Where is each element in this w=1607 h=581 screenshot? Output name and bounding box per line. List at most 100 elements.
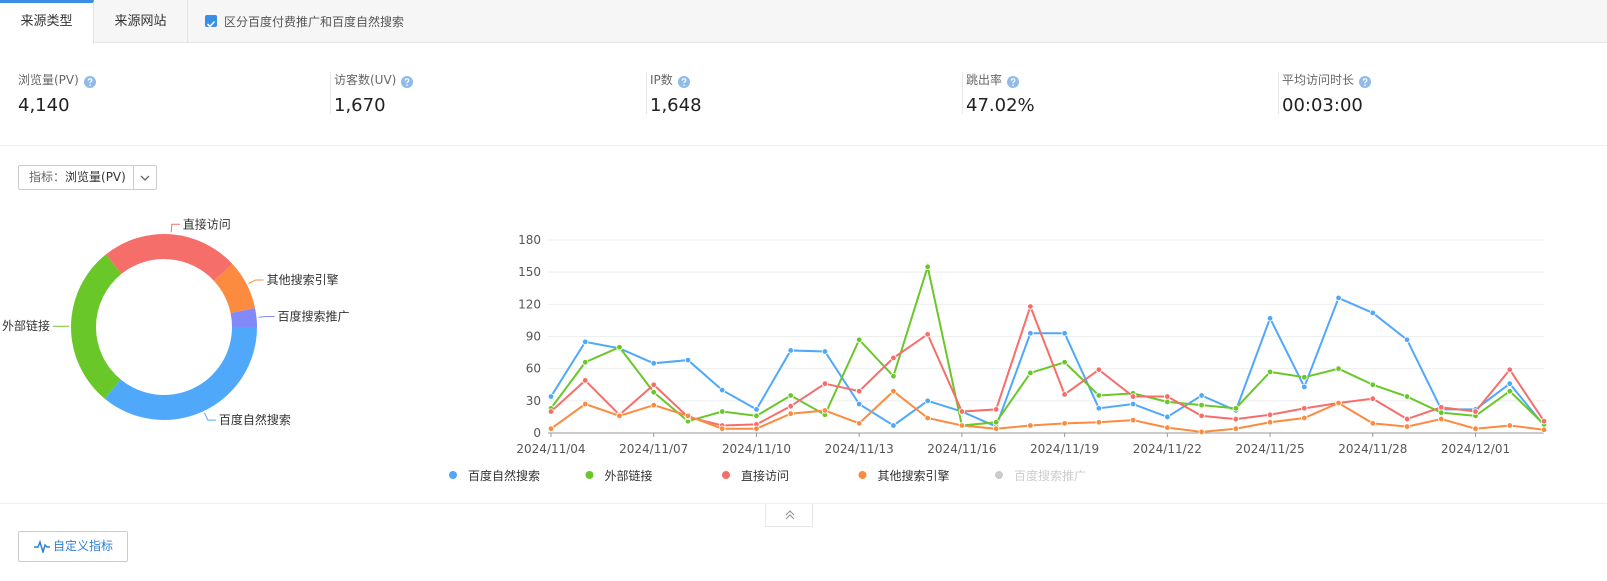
data-point: [821, 380, 829, 387]
series-line: [550, 296, 1545, 428]
x-tick-label: 2024/11/28: [1338, 442, 1407, 456]
data-point: [547, 408, 555, 415]
pie-label: 直接访问: [183, 216, 231, 231]
legend-marker: [858, 471, 867, 479]
metric-label: 访客数(UV): [334, 73, 397, 87]
data-point: [1438, 415, 1445, 423]
tab-bar: [0, 0, 1607, 43]
collapse-button[interactable]: [765, 504, 813, 527]
data-point: [1506, 380, 1513, 387]
help-glyph: [401, 76, 414, 88]
custom-metric-button[interactable]: 自定义指标: [18, 531, 128, 562]
data-point: [650, 381, 657, 388]
data-point: [1095, 392, 1103, 399]
data-point: [958, 408, 966, 415]
data-point: [1027, 330, 1034, 337]
data-point: [1198, 428, 1205, 436]
data-point: [616, 344, 623, 351]
legend-label: 直接访问: [741, 468, 789, 483]
metric-value: 1,670: [334, 95, 386, 116]
metric-label: 平均访问时长: [1282, 73, 1355, 87]
data-point: [1266, 419, 1274, 426]
charts: 百度自然搜索外部链接直接访问其他搜索引擎百度搜索推广03060901201501…: [2, 216, 1548, 483]
pie-leader: [204, 412, 216, 421]
data-point: [1540, 418, 1548, 425]
tab[interactable]: 来源类型: [0, 0, 94, 44]
checkbox[interactable]: [205, 15, 217, 28]
data-point: [650, 401, 657, 409]
divider: [0, 145, 1607, 146]
data-point: [821, 407, 829, 414]
series-line: [550, 303, 1545, 427]
data-point: [1095, 419, 1103, 426]
pie-slice: [104, 327, 257, 420]
legend-marker: [585, 471, 594, 479]
data-point: [855, 400, 863, 408]
data-point: [1335, 294, 1342, 302]
metric-value: 47.02%: [966, 95, 1035, 116]
data-point: [582, 338, 589, 346]
tab[interactable]: 来源网站: [94, 0, 188, 43]
data-point: [1061, 330, 1068, 337]
data-point: [1198, 392, 1205, 399]
data-point: [1027, 369, 1034, 377]
help-icon[interactable]: [1359, 73, 1372, 88]
data-point: [1438, 404, 1445, 411]
pie-leader: [170, 223, 180, 233]
chevron-down: [140, 175, 150, 181]
data-point: [753, 425, 760, 432]
y-tick-label: 60: [526, 362, 541, 376]
data-point: [1506, 366, 1513, 373]
data-point: [1164, 398, 1171, 406]
data-point: [547, 393, 555, 400]
data-point: [1540, 426, 1548, 433]
data-point: [1164, 413, 1171, 421]
data-point: [855, 420, 863, 427]
data-point: [1095, 405, 1103, 412]
x-tick-label: 2024/11/16: [927, 442, 996, 456]
divider: [0, 503, 1607, 504]
data-point: [855, 336, 863, 343]
y-tick-label: 30: [526, 394, 541, 408]
x-tick-label: 2024/11/10: [722, 442, 791, 456]
select-divider: [133, 166, 134, 189]
metric-divider: [646, 72, 647, 114]
data-point: [684, 356, 692, 364]
data-point: [1369, 420, 1376, 427]
metric-value: 4,140: [18, 95, 70, 116]
metric-divider: [1278, 72, 1279, 114]
data-point: [582, 400, 589, 408]
data-point: [890, 387, 897, 395]
help-icon[interactable]: [1007, 73, 1020, 88]
metric-select[interactable]: 指标：浏览量(PV): [18, 165, 157, 190]
select-value: 浏览量(PV): [65, 170, 126, 184]
data-point: [719, 408, 726, 415]
data-point: [1403, 393, 1411, 400]
data-point: [1164, 393, 1171, 400]
legend-label: 其他搜索引擎: [878, 468, 950, 483]
help-icon[interactable]: [677, 73, 690, 88]
help-icon[interactable]: [83, 73, 96, 88]
data-point: [1403, 423, 1411, 430]
data-point: [1061, 420, 1068, 427]
data-point: [1232, 425, 1240, 432]
data-point: [1027, 303, 1034, 310]
checkbox-label[interactable]: 区分百度付费推广和百度自然搜索: [224, 15, 405, 29]
data-point: [958, 422, 966, 429]
data-point: [719, 425, 726, 432]
data-point: [753, 412, 760, 420]
pie-label: 百度自然搜索: [219, 412, 291, 427]
pie-label: 外部链接: [2, 318, 50, 333]
x-tick-label: 2024/11/25: [1235, 442, 1304, 456]
legend-label: 外部链接: [605, 468, 653, 483]
data-point: [1198, 401, 1205, 409]
pie-slice: [230, 308, 257, 327]
help-icon[interactable]: [401, 73, 414, 88]
data-point: [924, 397, 931, 405]
pulse-icon: [34, 540, 50, 553]
data-point: [1164, 424, 1171, 431]
y-tick-label: 0: [533, 426, 541, 440]
metric-value: 00:03:00: [1282, 95, 1363, 116]
data-point: [650, 389, 657, 396]
